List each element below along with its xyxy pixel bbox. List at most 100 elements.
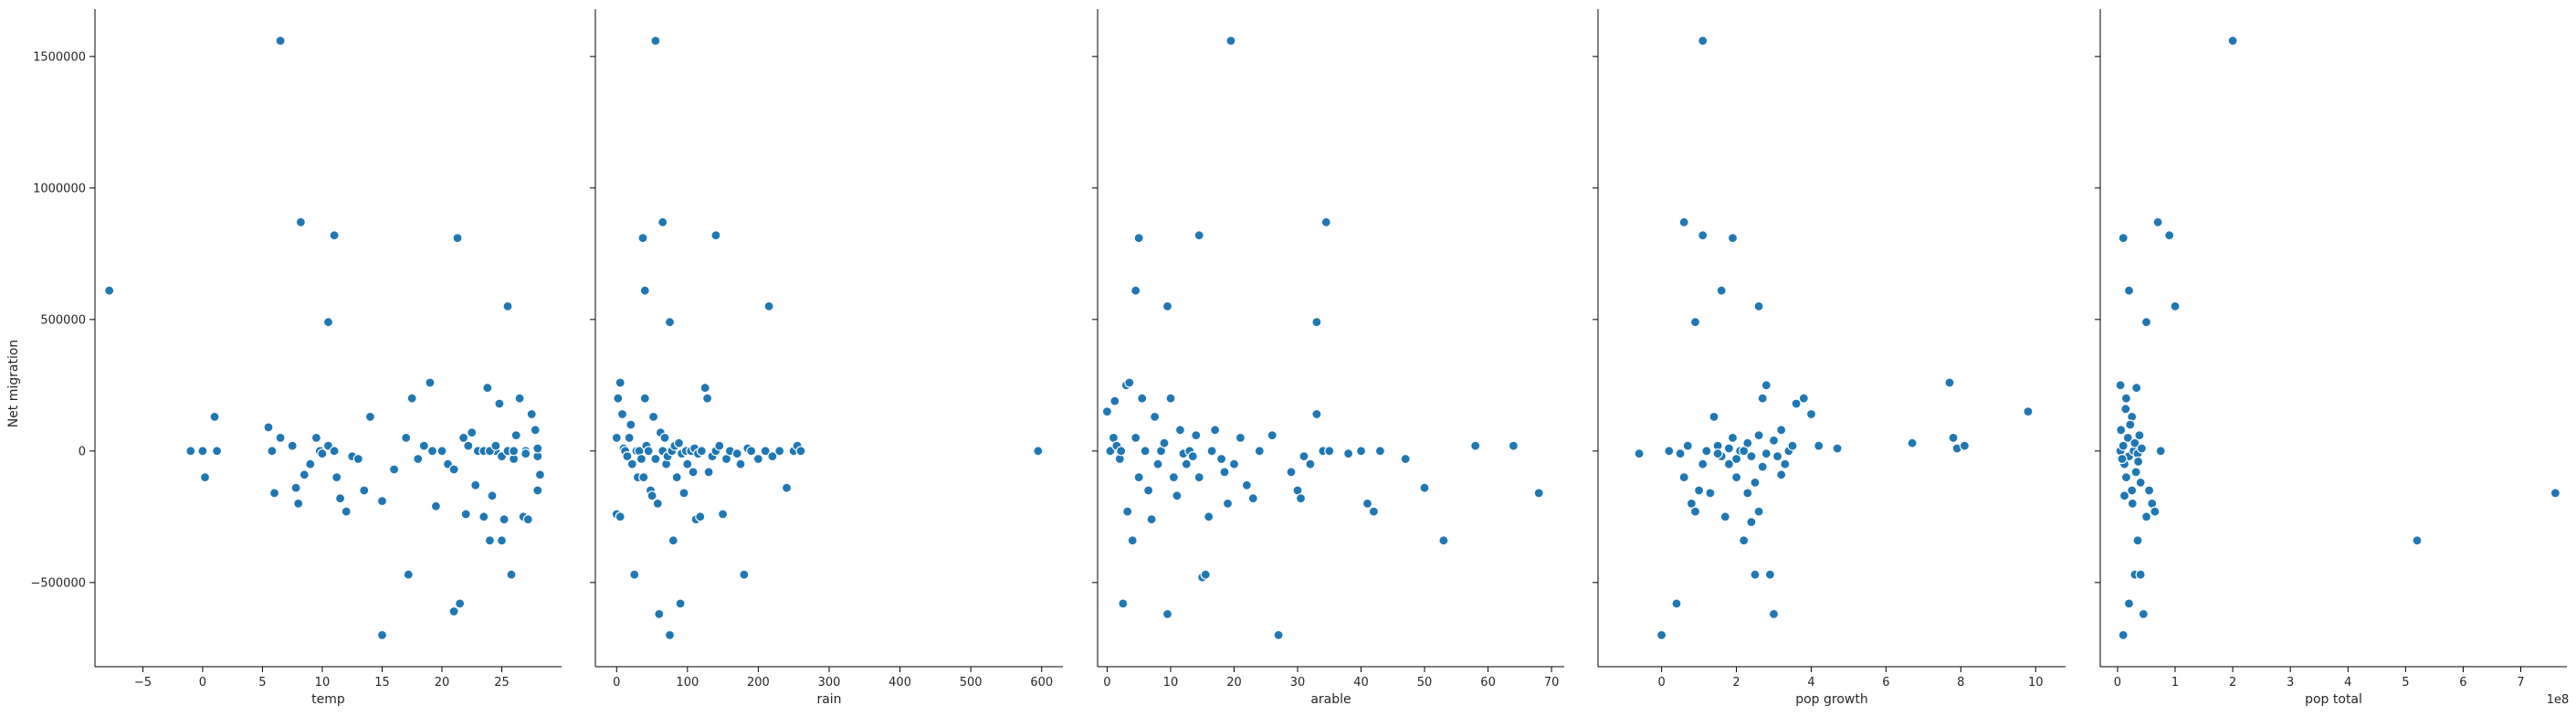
- data-point: [1764, 569, 1776, 580]
- data-point: [657, 216, 668, 227]
- data-point: [1727, 233, 1739, 244]
- data-point: [1508, 440, 1519, 451]
- data-point: [1689, 317, 1701, 328]
- data-point: [1273, 629, 1284, 641]
- data-point: [1368, 506, 1380, 517]
- data-point: [305, 458, 316, 469]
- data-point: [1948, 432, 1959, 443]
- data-point: [1742, 488, 1753, 499]
- data-point: [2119, 490, 2130, 501]
- data-point: [534, 469, 546, 480]
- data-point: [2550, 488, 2560, 499]
- data-point: [626, 419, 636, 430]
- data-point: [418, 440, 429, 451]
- data-point: [1172, 490, 1183, 501]
- data-point: [1753, 506, 1764, 517]
- data-point: [1746, 451, 1757, 462]
- data-point: [2127, 498, 2138, 510]
- x-tick-label: 5: [258, 676, 266, 690]
- data-point: [295, 216, 306, 227]
- data-point: [496, 535, 508, 546]
- x-axis-label: pop total: [2305, 692, 2362, 707]
- x-tick-label: 6: [1882, 676, 1889, 690]
- data-point: [1130, 432, 1141, 443]
- data-point: [267, 446, 278, 457]
- data-point: [1671, 598, 1682, 609]
- data-point: [2130, 467, 2141, 478]
- data-point: [1101, 406, 1113, 417]
- data-point: [2118, 233, 2129, 244]
- data-point: [781, 482, 793, 493]
- data-point: [626, 458, 637, 469]
- data-point: [1219, 467, 1230, 478]
- x-tick-label: −5: [134, 676, 152, 690]
- x-tick-label: 0: [199, 676, 206, 690]
- data-point: [710, 230, 721, 241]
- data-point: [212, 446, 223, 457]
- data-point: [1682, 440, 1693, 451]
- x-tick-label: 7: [2517, 676, 2524, 690]
- x-tick-label: 2: [2229, 676, 2236, 690]
- data-point: [487, 490, 498, 501]
- data-point: [1698, 458, 1709, 469]
- data-point: [1215, 453, 1227, 465]
- x-axis-label: rain: [816, 692, 841, 707]
- data-point: [1753, 300, 1764, 311]
- data-point: [436, 446, 447, 457]
- data-point: [1723, 458, 1735, 469]
- x-tick-label: 40: [1353, 676, 1369, 690]
- data-point: [1118, 598, 1129, 609]
- data-point: [639, 393, 650, 404]
- data-point: [701, 393, 713, 404]
- data-point: [1698, 35, 1709, 47]
- data-point: [2120, 393, 2131, 404]
- data-point: [494, 398, 505, 409]
- data-point: [1750, 477, 1761, 489]
- data-point: [703, 467, 714, 478]
- data-point: [2023, 406, 2034, 417]
- data-point: [2412, 535, 2423, 546]
- data-point: [688, 467, 699, 478]
- data-point: [714, 440, 725, 451]
- x-tick-label: 20: [435, 676, 450, 690]
- data-point: [1241, 479, 1253, 490]
- data-point: [467, 427, 478, 438]
- data-point: [403, 569, 414, 580]
- panel-pop-growth: 0 2 4 6 8 10 pop growth: [1593, 9, 2066, 707]
- data-point: [1228, 458, 1240, 469]
- data-point: [1727, 432, 1739, 443]
- data-point: [510, 430, 521, 441]
- data-point: [1730, 453, 1742, 465]
- data-point: [299, 469, 310, 480]
- data-point: [1311, 408, 1322, 420]
- data-point: [448, 464, 459, 475]
- data-point: [460, 509, 471, 520]
- data-point: [532, 443, 543, 454]
- data-point: [520, 448, 531, 459]
- data-point: [389, 464, 400, 475]
- data-point: [502, 300, 513, 311]
- data-point: [638, 471, 649, 483]
- data-point: [455, 598, 466, 609]
- data-point: [1730, 471, 1742, 483]
- data-point: [622, 451, 633, 462]
- data-point: [322, 317, 334, 328]
- data-point: [1780, 458, 1791, 469]
- panel-arable: 0 10 20 30 40 50 60 70 arable: [1092, 9, 1564, 707]
- data-point: [2120, 471, 2131, 483]
- data-point: [2134, 430, 2145, 441]
- data-point: [1634, 448, 1645, 459]
- data-point: [275, 35, 286, 47]
- data-point: [1146, 514, 1157, 525]
- data-point: [1750, 569, 1761, 580]
- data-point: [735, 458, 746, 469]
- data-point: [673, 437, 685, 448]
- data-point: [1324, 446, 1335, 457]
- panel-temp: −500000 0 500000 1000000 1500000 −5 0 5 10 15 20 25…: [30, 9, 562, 707]
- data-point: [376, 629, 388, 641]
- data-point: [2125, 419, 2136, 430]
- data-point: [526, 408, 537, 420]
- x-tick-label: 10: [1163, 676, 1179, 690]
- data-point: [352, 453, 363, 465]
